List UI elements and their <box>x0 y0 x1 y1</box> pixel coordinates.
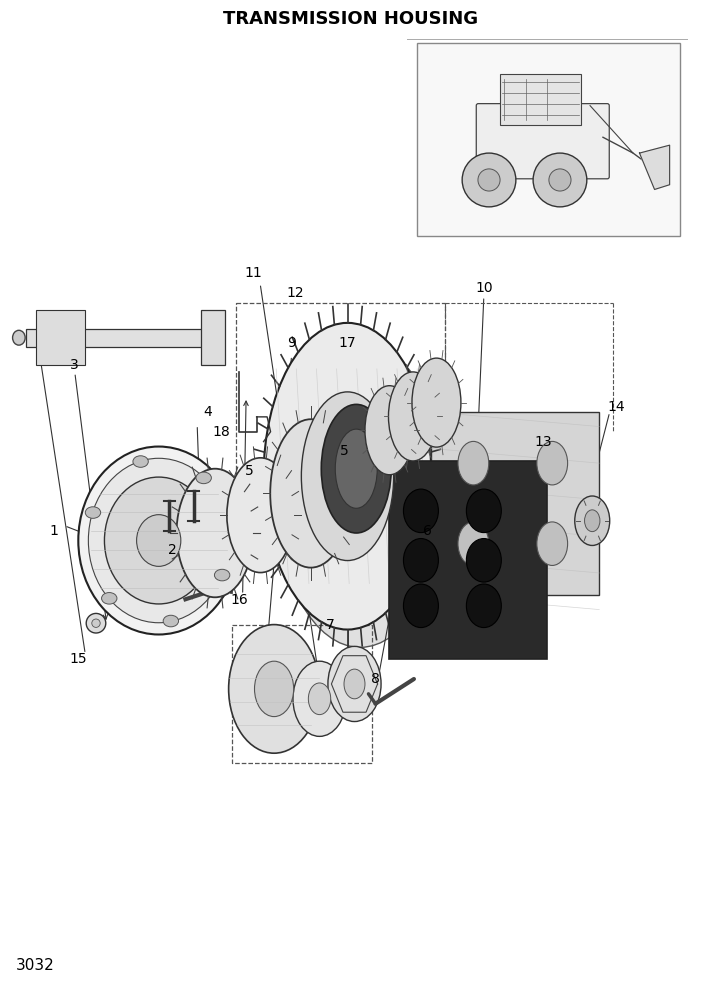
Text: 11: 11 <box>244 267 262 281</box>
Text: 3032: 3032 <box>15 958 54 973</box>
Text: 6: 6 <box>423 524 432 538</box>
Ellipse shape <box>458 522 489 565</box>
Text: 5: 5 <box>340 444 348 458</box>
Ellipse shape <box>270 420 351 567</box>
Text: 14: 14 <box>608 400 625 414</box>
Ellipse shape <box>301 392 394 560</box>
Ellipse shape <box>537 441 568 485</box>
Bar <box>232 625 372 763</box>
Ellipse shape <box>322 405 391 533</box>
Ellipse shape <box>163 615 178 627</box>
Ellipse shape <box>466 489 501 533</box>
Ellipse shape <box>13 330 25 345</box>
Bar <box>500 74 581 125</box>
Text: 13: 13 <box>534 434 552 448</box>
Circle shape <box>92 619 100 627</box>
Ellipse shape <box>137 515 181 566</box>
Ellipse shape <box>365 386 414 475</box>
Ellipse shape <box>293 662 346 736</box>
Ellipse shape <box>308 682 331 714</box>
Ellipse shape <box>575 496 610 546</box>
Circle shape <box>533 153 587 207</box>
Text: 10: 10 <box>475 282 493 296</box>
Ellipse shape <box>344 670 365 698</box>
Text: 8: 8 <box>371 672 380 686</box>
Circle shape <box>86 613 106 633</box>
Ellipse shape <box>133 455 148 467</box>
Circle shape <box>462 153 516 207</box>
Ellipse shape <box>229 625 319 753</box>
Ellipse shape <box>458 441 489 485</box>
Circle shape <box>549 169 571 191</box>
Ellipse shape <box>412 358 461 447</box>
Ellipse shape <box>404 584 439 628</box>
Text: 16: 16 <box>230 593 248 607</box>
Text: 12: 12 <box>286 287 304 301</box>
Ellipse shape <box>85 507 100 519</box>
Bar <box>236 304 445 565</box>
Text: 4: 4 <box>204 405 212 419</box>
Text: 17: 17 <box>338 335 357 349</box>
Bar <box>26 328 211 346</box>
Ellipse shape <box>328 647 381 721</box>
Ellipse shape <box>105 477 213 604</box>
Ellipse shape <box>585 510 600 532</box>
Text: 5: 5 <box>245 464 254 478</box>
FancyBboxPatch shape <box>432 412 600 595</box>
Ellipse shape <box>404 539 439 582</box>
Ellipse shape <box>79 446 239 635</box>
Ellipse shape <box>196 472 211 484</box>
Bar <box>201 310 225 365</box>
Ellipse shape <box>102 592 117 604</box>
Text: 3: 3 <box>70 358 79 372</box>
Ellipse shape <box>466 584 501 628</box>
Ellipse shape <box>388 372 437 461</box>
Ellipse shape <box>255 662 293 716</box>
Text: 2: 2 <box>168 544 177 558</box>
Bar <box>37 310 86 365</box>
Text: 18: 18 <box>213 425 230 438</box>
Ellipse shape <box>176 468 253 597</box>
Bar <box>418 43 680 236</box>
Ellipse shape <box>276 340 444 648</box>
Ellipse shape <box>227 458 294 572</box>
Ellipse shape <box>336 430 377 508</box>
Circle shape <box>478 169 500 191</box>
Text: 9: 9 <box>287 335 296 349</box>
Text: 15: 15 <box>69 652 87 667</box>
Text: 7: 7 <box>326 618 334 632</box>
FancyBboxPatch shape <box>476 103 609 179</box>
Ellipse shape <box>404 489 439 533</box>
Ellipse shape <box>466 539 501 582</box>
Text: 1: 1 <box>49 524 58 538</box>
Ellipse shape <box>214 569 230 581</box>
Ellipse shape <box>88 458 229 623</box>
Ellipse shape <box>537 522 568 565</box>
Text: TRANSMISSION HOUSING: TRANSMISSION HOUSING <box>223 10 479 28</box>
FancyBboxPatch shape <box>390 461 547 660</box>
Polygon shape <box>640 145 670 189</box>
Ellipse shape <box>263 322 432 630</box>
